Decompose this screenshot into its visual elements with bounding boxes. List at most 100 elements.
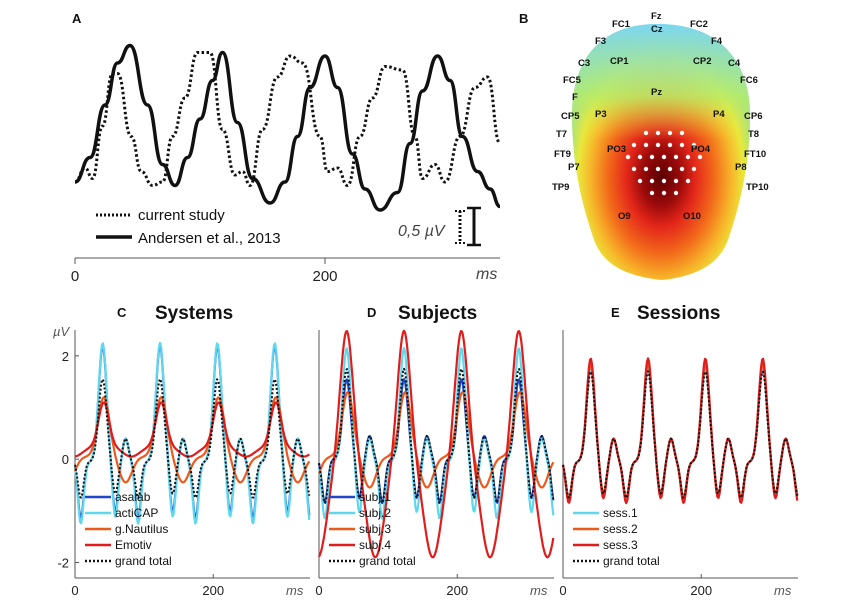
electrode-dot — [691, 166, 697, 172]
panel-c-label: C — [117, 305, 127, 320]
panel-a-tick-label-200: 200 — [312, 268, 337, 285]
d-plot-xtick-label: 200 — [446, 583, 468, 598]
electrode-dot — [631, 142, 637, 148]
panel-b-label: B — [519, 11, 528, 26]
electrode-cz-label: Cz — [651, 24, 663, 35]
electrode-c4-label: C4 — [728, 58, 741, 69]
e-plot-legend-sess-3: sess.3 — [603, 538, 638, 552]
panel-a-label: A — [72, 11, 82, 26]
c-plot-legend-grand-total: grand total — [115, 554, 172, 568]
electrode-dot — [631, 166, 637, 172]
c-plot-series-emotiv — [74, 401, 310, 458]
d-plot-legend-subj-3: subj.3 — [359, 522, 391, 536]
electrode-cp5-label: CP5 — [561, 111, 580, 122]
electrode-cp2-label: CP2 — [693, 56, 711, 67]
d-plot-x-unit: ms — [530, 583, 548, 598]
panel-d-label: D — [367, 305, 376, 320]
panel-e-label: E — [611, 305, 620, 320]
electrode-dot — [655, 130, 661, 136]
panel-a: A 0 200 ms current study Andersen et al.… — [71, 11, 502, 285]
electrode-p4-label: P4 — [713, 109, 725, 120]
electrode-tp9-label: TP9 — [552, 182, 569, 193]
electrode-c3-label: C3 — [578, 58, 590, 69]
electrode-fc6-label: FC6 — [740, 75, 758, 86]
c-plot-y-unit: µV — [53, 324, 70, 339]
e-plot-xtick-label: 200 — [690, 583, 712, 598]
electrode-dot — [637, 178, 643, 184]
c-plot-x-unit: ms — [286, 583, 304, 598]
electrode-p8-label: P8 — [735, 162, 747, 173]
panel-b: B Fz Cz FC1 FC2 F3 F4 C3 CP1 CP2 C4 FC5 FC6 F Pz P3 P4 C… — [519, 11, 769, 280]
electrode-fc5-label: FC5 — [563, 75, 582, 86]
electrode-dot — [625, 154, 631, 160]
d-plot-legend-subj-4: subj.4 — [359, 538, 391, 552]
series-current-study — [74, 51, 502, 187]
c-plot-legend-acticap: actiCAP — [115, 506, 158, 520]
c-plot-legend-emotiv: Emotiv — [115, 538, 152, 552]
panel-c: C Systems 0 200 ms20-2µVasalabactiCAPg.Nau… — [53, 303, 311, 598]
e-plot-series-grand-total — [562, 370, 799, 499]
electrode-dot — [661, 154, 667, 160]
electrode-dot — [667, 142, 673, 148]
electrode-po3-label: PO3 — [607, 144, 626, 155]
electrode-dot — [673, 154, 679, 160]
d-plot-legend-grand-total: grand total — [359, 554, 416, 568]
electrode-o10-label: O10 — [683, 211, 701, 222]
electrode-dot — [655, 142, 661, 148]
electrode-dot — [643, 142, 649, 148]
electrode-p7-label: P7 — [568, 162, 580, 173]
electrode-t8-label: T8 — [748, 129, 759, 140]
topo-electrode-dots — [625, 130, 703, 196]
electrode-dot — [673, 178, 679, 184]
electrode-ft10-label: FT10 — [744, 149, 766, 160]
panel-e: E Sessions 0 200 ms sess.1 sess.2 sess.3 grand… — [559, 303, 799, 598]
electrode-p3-label: P3 — [595, 109, 607, 120]
electrode-dot — [661, 178, 667, 184]
electrode-dot — [697, 154, 703, 160]
electrode-dot — [685, 178, 691, 184]
electrode-dot — [649, 190, 655, 196]
electrode-dot — [691, 142, 697, 148]
electrode-f3-label: F3 — [595, 36, 606, 47]
d-plot-legend-subj-2: subj.2 — [359, 506, 391, 520]
e-plot-xtick-label: 0 — [559, 583, 566, 598]
electrode-dot — [655, 166, 661, 172]
topo-electrode-labels: Fz Cz FC1 FC2 F3 F4 C3 CP1 CP2 C4 FC5 FC6 F Pz P3 P4 CP5… — [552, 11, 769, 222]
panel-a-x-unit: ms — [476, 266, 497, 283]
electrode-dot — [679, 166, 685, 172]
e-plot-legend-grand-total: grand total — [603, 554, 660, 568]
electrode-dot — [685, 154, 691, 160]
electrode-cp6-label: CP6 — [744, 111, 762, 122]
d-plot-series-subj-2 — [317, 347, 555, 520]
electrode-po4-label: PO4 — [691, 144, 711, 155]
electrode-fc2-label: FC2 — [690, 19, 708, 30]
c-plot-legend-g-nautilus: g.Nautilus — [115, 522, 168, 536]
panel-c-title: Systems — [155, 303, 233, 324]
scalebar-label: 0,5 µV — [398, 223, 446, 240]
panel-e-title: Sessions — [637, 303, 720, 324]
c-plot-xtick-label: 0 — [71, 583, 78, 598]
panel-a-tick-label-0: 0 — [71, 268, 79, 285]
legend-current-study: current study — [138, 207, 225, 224]
c-plot-series-acticap — [73, 341, 311, 525]
e-plot-legend-sess-1: sess.1 — [603, 506, 638, 520]
panel-a-series — [74, 43, 502, 212]
d-plot-series-subj-4 — [318, 329, 555, 559]
series-andersen-et-al-2013 — [74, 43, 501, 212]
electrode-pz-label: Pz — [651, 87, 662, 98]
electrode-cp1-label: CP1 — [610, 56, 629, 67]
electrode-f4-label: F4 — [711, 36, 723, 47]
legend-andersen: Andersen et al., 2013 — [138, 230, 281, 247]
e-plot-x-unit: ms — [774, 583, 792, 598]
panel-d-plot: 0 200 ms subj.1 subj.2 subj.3 subj.4 grand tota… — [315, 329, 555, 598]
panel-d: D Subjects 0 200 ms subj.1 subj.2 subj.3 subj.… — [315, 303, 555, 598]
electrode-dot — [667, 130, 673, 136]
c-plot-xtick-label: 200 — [202, 583, 224, 598]
d-plot-series-grand-total — [318, 367, 555, 505]
d-plot-xtick-label: 0 — [315, 583, 322, 598]
electrode-dot — [637, 154, 643, 160]
electrode-dot — [661, 190, 667, 196]
c-plot-ytick-label: -2 — [57, 556, 69, 571]
panel-d-title: Subjects — [398, 303, 477, 324]
